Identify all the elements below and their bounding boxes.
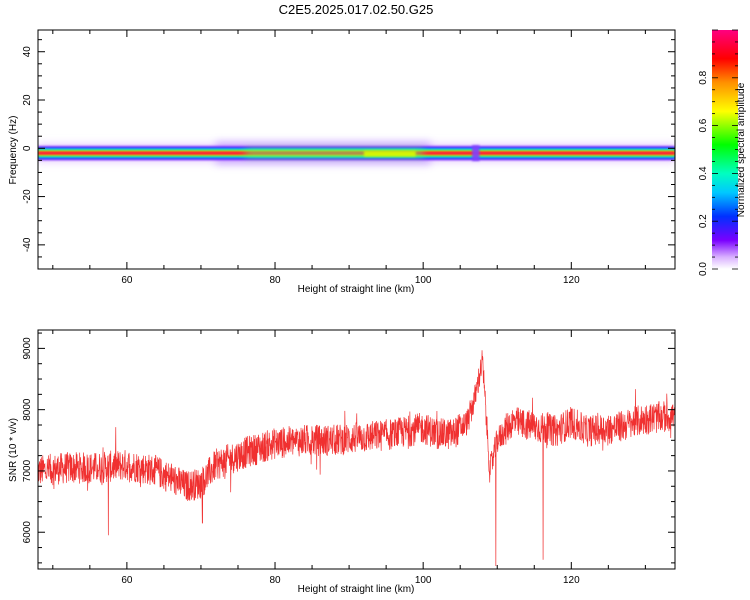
spectrogram-y-tick-label: 40 <box>22 46 33 58</box>
spectrogram-y-tick-label: 0 <box>22 145 33 151</box>
band-bright-spot <box>363 151 416 157</box>
snr-series-line <box>38 350 675 566</box>
spectrogram-y-axis-label: Frequency (Hz) <box>8 116 19 185</box>
spectrogram-x-tick-labels: 60 80 100 120 <box>121 275 580 286</box>
spectrogram-ticks <box>38 30 675 270</box>
spectrogram-x-tick-label: 120 <box>563 275 580 286</box>
colorbar-ticks <box>712 29 738 270</box>
band-cool-region <box>245 150 424 157</box>
snr-x-tick-labels: 60 80 100 120 <box>121 575 580 586</box>
spectrogram-y-tick-labels: -40 -20 0 20 40 <box>22 46 33 252</box>
snr-y-tick-label: 6000 <box>22 521 33 544</box>
snr-x-tick-label: 60 <box>121 575 133 586</box>
colorbar-tick-label: 0.4 <box>698 166 709 180</box>
figure-title: C2E5.2025.017.02.50.G25 <box>279 2 434 17</box>
colorbar-tick-label: 0.8 <box>698 70 709 84</box>
snr-y-axis-label: SNR (10 * v/v) <box>8 418 19 482</box>
colorbar-label: Normalized spectral amplitude <box>736 82 747 217</box>
colorbar-tick-label: 0.2 <box>698 214 709 228</box>
snr-y-tick-labels: 6000 7000 8000 9000 <box>22 337 33 544</box>
colorbar-tick-label: 0.6 <box>698 118 709 132</box>
colorbar-tick-label: 0.0 <box>698 262 709 276</box>
snr-x-tick-label: 80 <box>269 575 281 586</box>
band-core <box>38 145 675 161</box>
spectrogram-image <box>38 141 675 165</box>
colorbar: 0.0 0.2 0.4 0.6 0.8 Normalized spectral ampl… <box>698 29 747 276</box>
colorbar-tick-labels: 0.0 0.2 0.4 0.6 0.8 <box>698 70 709 276</box>
spectrogram-x-axis-label: Height of straight line (km) <box>298 284 415 295</box>
spectrogram-y-tick-label: -40 <box>22 237 33 252</box>
snr-y-tick-label: 9000 <box>22 337 33 360</box>
snr-ticks <box>38 330 675 569</box>
snr-x-tick-label: 100 <box>415 575 432 586</box>
spectrogram-y-tick-label: 20 <box>22 94 33 106</box>
spectrogram-x-tick-label: 60 <box>121 275 133 286</box>
spectrogram-frame <box>37 29 676 270</box>
spectrogram-y-tick-label: -20 <box>22 189 33 204</box>
snr-panel: 60 80 100 120 6000 7000 8000 9000 Height of st… <box>8 329 676 595</box>
spectrogram-x-tick-label: 100 <box>415 275 432 286</box>
snr-y-tick-label: 7000 <box>22 459 33 482</box>
snr-x-tick-label: 120 <box>563 575 580 586</box>
spectrogram-panel: 60 80 100 120 -40 -20 0 20 40 Height of straigh… <box>8 29 676 295</box>
snr-plot-area <box>38 330 675 569</box>
colorbar-gradient <box>712 30 738 269</box>
snr-y-tick-label: 8000 <box>22 398 33 421</box>
band-notch <box>472 145 480 161</box>
snr-frame <box>37 329 676 570</box>
snr-x-axis-label: Height of straight line (km) <box>298 584 415 595</box>
spectrogram-x-tick-label: 80 <box>269 275 281 286</box>
